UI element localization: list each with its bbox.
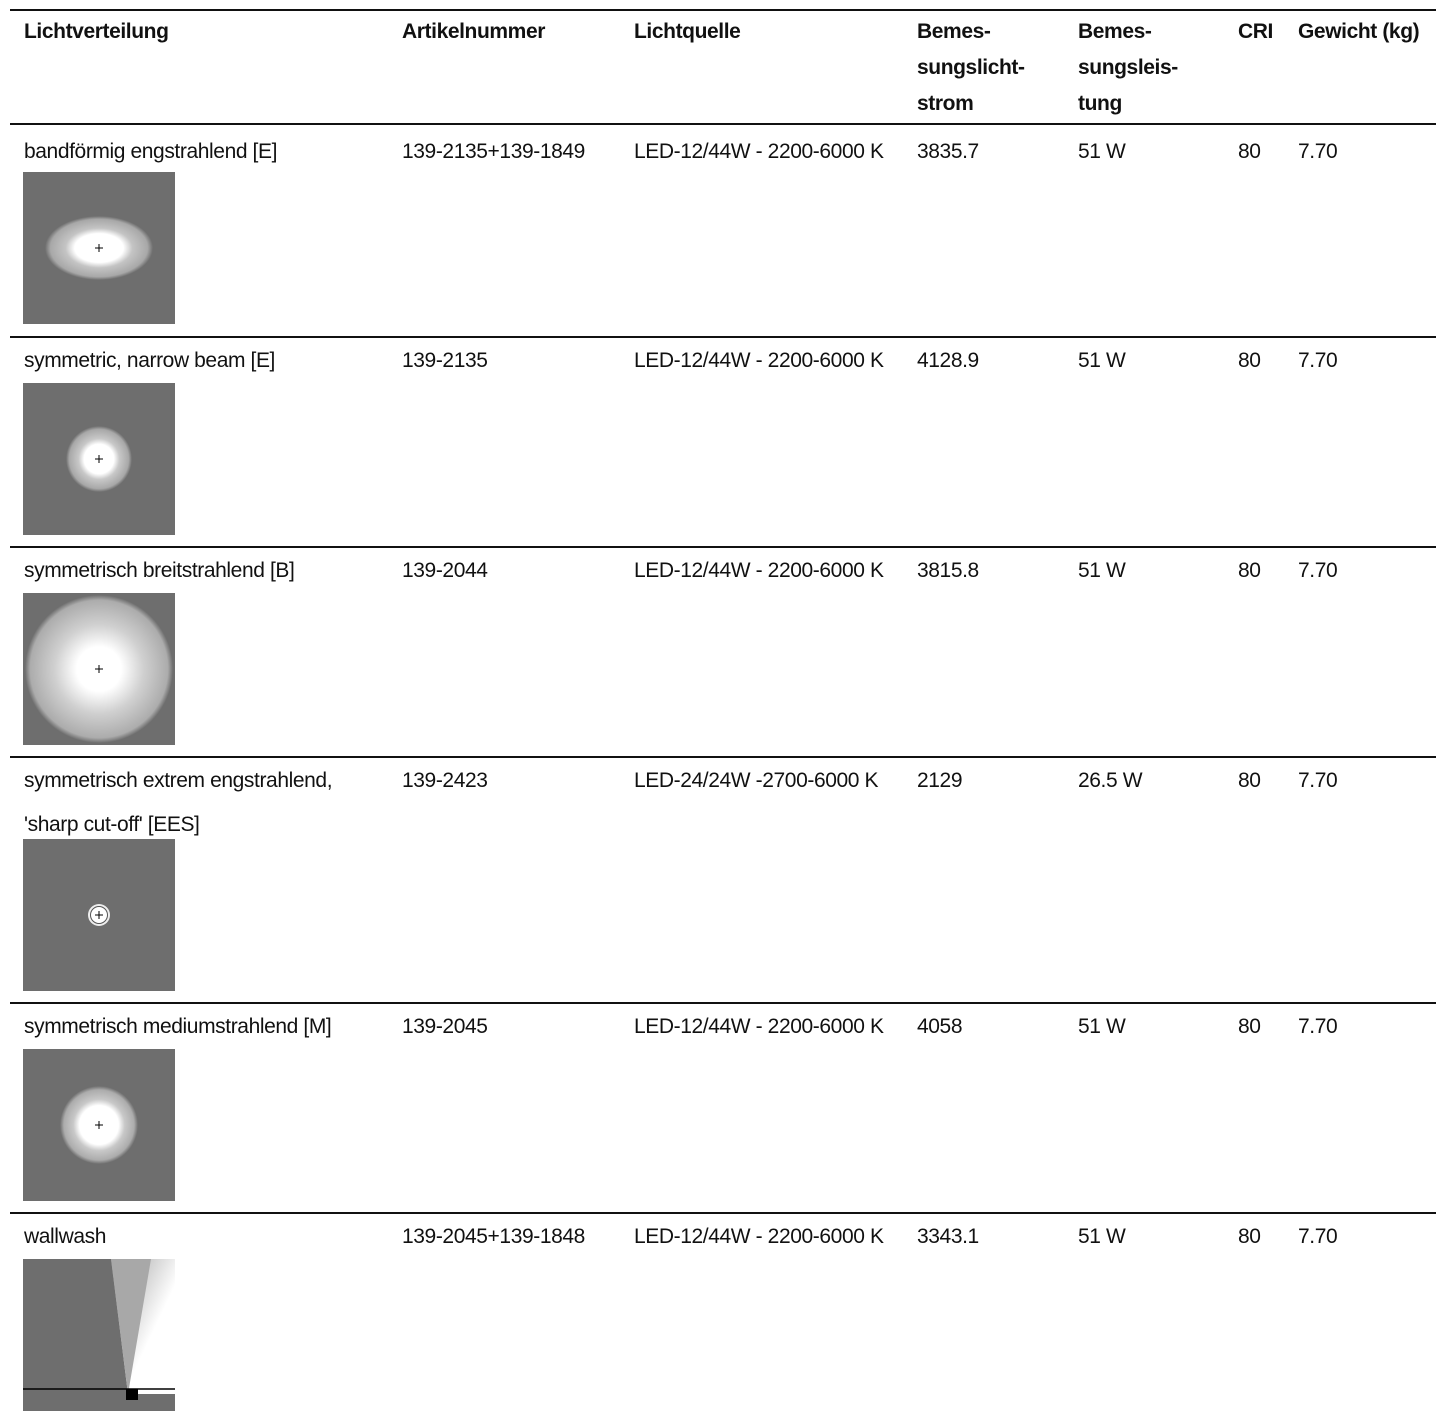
table-cell: 80 — [1238, 1225, 1261, 1248]
distribution-image — [23, 593, 175, 745]
table-cell: 7.70 — [1298, 769, 1338, 792]
table-cell: 4058 — [917, 1015, 963, 1038]
table-cell: 7.70 — [1298, 1225, 1338, 1248]
table-cell: 51 W — [1078, 1225, 1126, 1248]
table-cell: 7.70 — [1298, 140, 1338, 163]
table-cell: 139-2045+139-1848 — [402, 1225, 585, 1248]
row-rule — [10, 336, 1436, 338]
table-cell: LED-12/44W - 2200-6000 K — [634, 559, 884, 582]
table-cell: symmetrisch mediumstrahlend [M] — [24, 1015, 332, 1038]
table-cell: 2129 — [917, 769, 963, 792]
header-cell: Lichtverteilung — [24, 20, 169, 43]
row-rule — [10, 546, 1436, 548]
row-rule — [10, 756, 1436, 758]
table-cell: 7.70 — [1298, 349, 1338, 372]
distribution-image — [23, 1259, 175, 1411]
table-cell: bandförmig engstrahlend [E] — [24, 140, 278, 163]
distribution-image — [23, 172, 175, 324]
header-cell: CRI — [1238, 20, 1273, 43]
table-cell: LED-24/24W -2700-6000 K — [634, 769, 879, 792]
table-cell: LED-12/44W - 2200-6000 K — [634, 140, 884, 163]
table-cell: 80 — [1238, 769, 1261, 792]
table-cell: 139-2423 — [402, 769, 488, 792]
table-cell: LED-12/44W - 2200-6000 K — [634, 1015, 884, 1038]
table-cell: LED-12/44W - 2200-6000 K — [634, 349, 884, 372]
table-cell: 3815.8 — [917, 559, 979, 582]
table-cell: 80 — [1238, 140, 1261, 163]
table-cell: symmetric, narrow beam [E] — [24, 349, 275, 372]
header-rule — [10, 123, 1436, 125]
table-cell: 51 W — [1078, 1015, 1126, 1038]
header-cell: Bemes- sungslicht- strom — [917, 20, 1025, 115]
table-cell: 7.70 — [1298, 559, 1338, 582]
table-cell: 80 — [1238, 559, 1261, 582]
table-cell: 7.70 — [1298, 1015, 1338, 1038]
table-cell: symmetrisch extrem engstrahlend, 'sharp … — [24, 769, 333, 836]
table-cell: LED-12/44W - 2200-6000 K — [634, 1225, 884, 1248]
table-cell: 4128.9 — [917, 349, 979, 372]
table-cell: wallwash — [24, 1225, 106, 1248]
top-rule — [10, 9, 1436, 11]
table-cell: 51 W — [1078, 559, 1126, 582]
header-cell: Gewicht (kg) — [1298, 20, 1420, 43]
table-cell: 80 — [1238, 1015, 1261, 1038]
header-cell: Artikelnummer — [402, 20, 546, 43]
table-cell: 139-2135+139-1849 — [402, 140, 585, 163]
distribution-image — [23, 839, 175, 991]
table-cell: 51 W — [1078, 349, 1126, 372]
row-rule — [10, 1002, 1436, 1004]
table-cell: 139-2044 — [402, 559, 488, 582]
table-cell: 80 — [1238, 349, 1261, 372]
table-cell: symmetrisch breitstrahlend [B] — [24, 559, 295, 582]
header-cell: Lichtquelle — [634, 20, 741, 43]
table-cell: 139-2135 — [402, 349, 488, 372]
table-cell: 3343.1 — [917, 1225, 979, 1248]
table-cell: 3835.7 — [917, 140, 979, 163]
table-cell: 51 W — [1078, 140, 1126, 163]
row-rule — [10, 1212, 1436, 1214]
table-cell: 26.5 W — [1078, 769, 1143, 792]
header-cell: Bemes- sungsleis- tung — [1078, 20, 1178, 115]
distribution-image — [23, 383, 175, 535]
table-cell: 139-2045 — [402, 1015, 488, 1038]
distribution-image — [23, 1049, 175, 1201]
